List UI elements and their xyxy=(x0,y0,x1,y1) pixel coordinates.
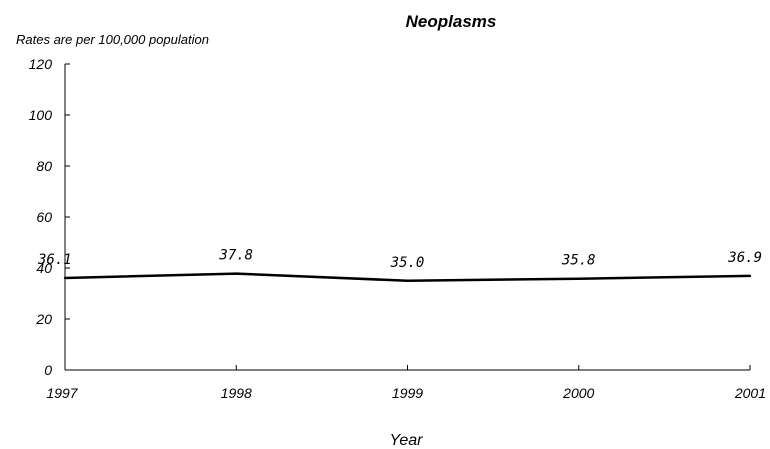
data-point xyxy=(235,272,238,275)
y-tick-label: 40 xyxy=(36,260,52,276)
data-label: 35.0 xyxy=(390,255,425,271)
data-label: 37.8 xyxy=(218,248,253,264)
x-tick-label: 1998 xyxy=(221,385,252,401)
y-tick-label: 20 xyxy=(35,311,52,327)
data-point xyxy=(63,276,67,280)
series-group xyxy=(63,272,752,282)
data-label: 35.8 xyxy=(561,253,596,269)
data-label: 36.9 xyxy=(727,250,762,266)
x-axis-title: Year xyxy=(390,432,424,449)
chart-title: Neoplasms xyxy=(406,12,497,31)
y-tick-label: 60 xyxy=(36,209,52,225)
y-tick-label: 80 xyxy=(36,158,52,174)
data-label: 36.1 xyxy=(37,252,72,268)
data-point xyxy=(406,279,409,282)
data-point xyxy=(577,277,580,280)
x-axis: 1997 1998 1999 2000 2001 xyxy=(46,365,766,401)
y-tick-label: 100 xyxy=(29,107,53,123)
data-point xyxy=(748,274,752,278)
data-labels: 36.1 37.8 35.0 35.8 36.9 xyxy=(37,248,762,271)
x-tick-label: 2000 xyxy=(562,385,594,401)
x-tick-label: 1997 xyxy=(46,385,78,401)
y-axis: 0 20 40 60 80 100 120 xyxy=(29,56,70,378)
y-tick-label: 0 xyxy=(44,362,52,378)
x-tick-label: 1999 xyxy=(392,385,423,401)
chart-subtitle: Rates are per 100,000 population xyxy=(16,32,209,47)
y-tick-label: 120 xyxy=(29,56,53,72)
x-tick-label: 2001 xyxy=(734,385,766,401)
